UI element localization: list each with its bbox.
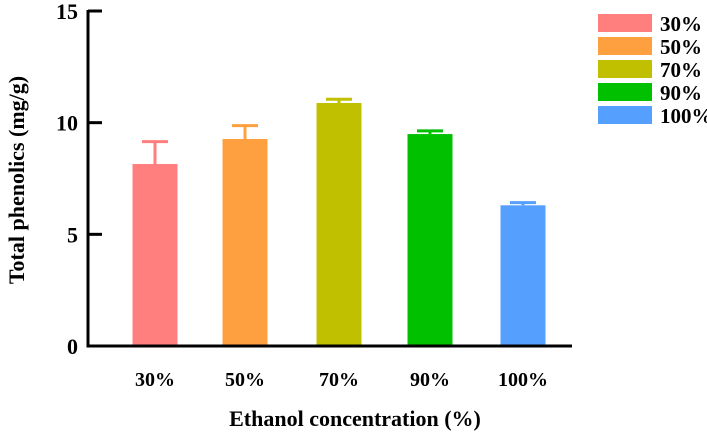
bar-70% (316, 103, 362, 345)
x-tick-label: 50% (225, 369, 265, 391)
bar-90% (407, 134, 453, 345)
y-tick-label: 15 (56, 0, 78, 24)
y-tick-label: 10 (56, 111, 78, 136)
legend-label: 50% (660, 35, 702, 59)
legend-label: 90% (660, 81, 702, 105)
x-tick-label: 30% (135, 369, 175, 391)
bar-30% (132, 163, 178, 345)
bar-100% (500, 205, 546, 345)
legend-label: 100% (660, 104, 707, 128)
y-tick-label: 5 (67, 222, 78, 247)
bar-50% (222, 138, 268, 345)
legend-swatch (598, 60, 652, 78)
y-tick-label: 0 (67, 334, 78, 359)
legend-label: 30% (660, 12, 702, 36)
x-tick-label: 100% (498, 369, 548, 391)
legend-swatch (598, 14, 652, 32)
legend-label: 70% (660, 58, 702, 82)
x-tick-label: 90% (410, 369, 450, 391)
legend-swatch (598, 37, 652, 55)
y-axis-label: Total phenolics (mg/g) (4, 76, 29, 284)
x-tick-label: 70% (319, 369, 359, 391)
legend-swatch (598, 106, 652, 124)
x-axis-label: Ethanol concentration (%) (229, 406, 481, 431)
legend-swatch (598, 83, 652, 101)
